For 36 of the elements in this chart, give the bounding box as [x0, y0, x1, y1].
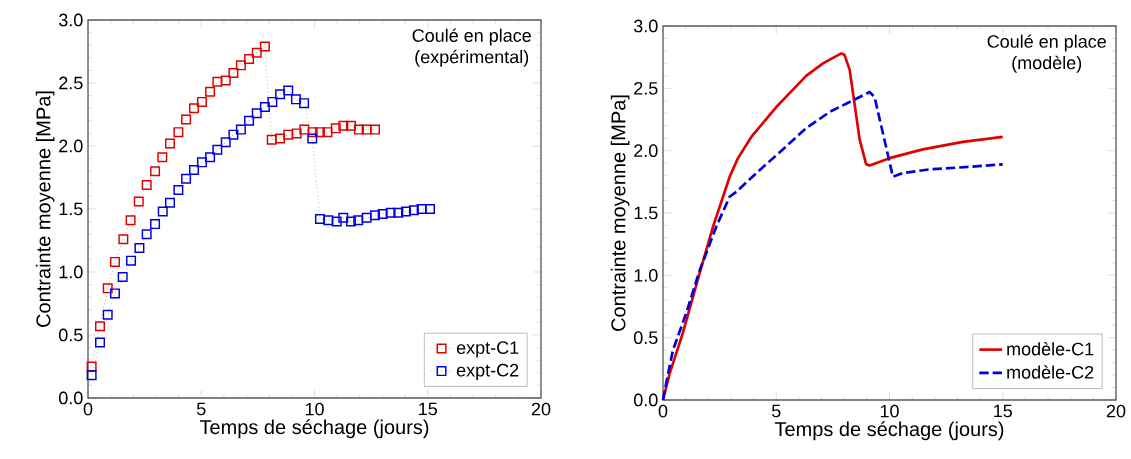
x-tick-label: 15 [994, 404, 1013, 418]
x-tick-label: 20 [1106, 404, 1126, 418]
legend-label: modèle-C2 [1007, 365, 1094, 379]
x-tick-label: 10 [305, 402, 324, 416]
y-tick-label: 1.0 [634, 268, 658, 282]
legend-label: modèle-C1 [1007, 341, 1094, 356]
y-tick-label: 1.5 [634, 206, 658, 220]
y-tick-label: 1.5 [59, 202, 83, 216]
y-tick-label: 0.5 [58, 328, 83, 342]
annotation: (expérimental) [415, 49, 529, 67]
legend-label: expt-C2 [456, 363, 519, 381]
y-tick-label: 0.5 [633, 331, 658, 345]
y-axis-title: Contrainte moyenne [MPa] [35, 91, 55, 327]
x-axis-title: Temps de séchage (jours) [199, 419, 429, 439]
y-tick-label: 3.0 [633, 19, 658, 33]
x-tick-label: 10 [880, 404, 899, 418]
x-tick-label: 0 [83, 402, 93, 416]
x-tick-label: 5 [196, 402, 206, 416]
x-tick-label: 20 [531, 402, 551, 416]
y-tick-label: 0.0 [633, 393, 658, 407]
annotation: Coulé en place [412, 28, 531, 46]
annotation: (modèle) [1012, 55, 1082, 73]
x-tick-label: 0 [658, 404, 668, 418]
x-tick-label: 5 [771, 404, 781, 418]
x-tick-label: 15 [419, 402, 438, 416]
y-tick-label: 2.0 [59, 139, 83, 153]
y-tick-label: 1.0 [59, 265, 83, 279]
y-tick-label: 0.0 [58, 391, 83, 405]
legend-label: expt-C1 [456, 341, 519, 358]
x-axis-title: Temps de séchage (jours) [774, 421, 1004, 441]
y-axis-title: Contrainte moyenne [MPa] [610, 95, 630, 331]
y-tick-label: 2.5 [59, 76, 83, 90]
annotation: Coulé en place [987, 34, 1106, 52]
y-tick-label: 2.5 [634, 81, 658, 95]
y-tick-label: 3.0 [58, 13, 83, 27]
y-tick-label: 2.0 [634, 144, 658, 158]
